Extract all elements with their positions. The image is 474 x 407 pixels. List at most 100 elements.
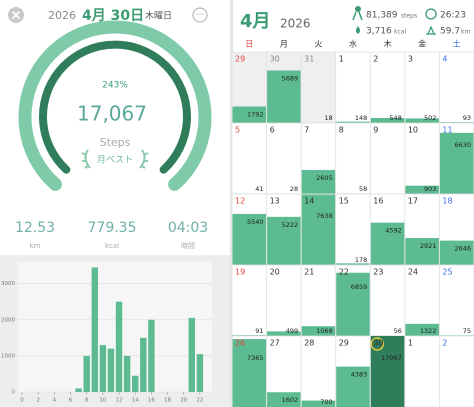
ring-label: Steps bbox=[100, 136, 131, 149]
steps-label: 2646 bbox=[454, 245, 471, 253]
steps-label: 6630 bbox=[454, 141, 471, 149]
bar bbox=[99, 345, 107, 392]
ring-steps: 17,067 bbox=[77, 102, 147, 126]
steps-bar bbox=[405, 238, 439, 265]
day-number: 5 bbox=[235, 126, 240, 135]
bar bbox=[115, 301, 123, 392]
steps-label: 41 bbox=[255, 185, 263, 193]
day-number: 16 bbox=[373, 197, 383, 206]
day-cell bbox=[335, 122, 371, 195]
steps-label: 148 bbox=[355, 114, 367, 122]
steps-bar bbox=[267, 392, 301, 407]
bar bbox=[83, 355, 90, 392]
x-tick-label: 16 bbox=[148, 398, 155, 404]
steps-label: 2605 bbox=[316, 174, 333, 182]
summary-time: 26:23 bbox=[440, 11, 466, 21]
header-weekday: 木曜日 bbox=[145, 10, 172, 22]
today-marker bbox=[370, 337, 384, 351]
laurel-right bbox=[139, 149, 149, 169]
ring-badge: 月ベスト bbox=[97, 155, 133, 166]
stat-value: 779.35 bbox=[88, 220, 137, 236]
stat-value: 04:03 bbox=[168, 220, 208, 236]
steps-bar bbox=[336, 272, 370, 336]
steps-bar bbox=[232, 339, 267, 407]
day-number: 29 bbox=[339, 339, 349, 348]
steps-bar bbox=[370, 336, 405, 407]
bar bbox=[132, 375, 139, 392]
summary-kcal-unit: kcal bbox=[394, 29, 406, 36]
steps-bar bbox=[336, 263, 370, 265]
day-number: 9 bbox=[373, 126, 378, 135]
close-icon bbox=[11, 10, 21, 20]
day-number: 4 bbox=[442, 55, 447, 64]
steps-label: 6859 bbox=[351, 283, 368, 291]
weekday-label: 土 bbox=[453, 39, 461, 49]
steps-label: 1322 bbox=[420, 327, 437, 335]
steps-label: 58 bbox=[359, 185, 367, 193]
day-cell bbox=[335, 51, 371, 124]
steps-label: 28 bbox=[290, 185, 298, 193]
day-number: 2 bbox=[442, 339, 447, 348]
steps-bar bbox=[405, 118, 439, 123]
more-icon: ⋯ bbox=[196, 10, 204, 19]
day-cell bbox=[300, 335, 337, 407]
day-number: 19 bbox=[235, 268, 245, 277]
steps-bar bbox=[439, 132, 474, 194]
x-tick-label: 20 bbox=[180, 398, 187, 404]
steps-label: 93 bbox=[463, 114, 471, 122]
day-cell bbox=[439, 264, 474, 337]
laurel-left bbox=[81, 149, 91, 169]
day-number: 18 bbox=[442, 197, 452, 206]
day-number: 23 bbox=[373, 268, 383, 277]
calendar-grid: 日月火水木金土179229568930183114815482502393441… bbox=[231, 39, 474, 407]
more-button[interactable] bbox=[192, 7, 208, 23]
steps-bar bbox=[232, 335, 267, 336]
steps-label: 499 bbox=[286, 327, 298, 335]
header-date: 4月 30日 bbox=[82, 8, 144, 24]
day-number: 11 bbox=[442, 126, 452, 135]
steps-label: 502 bbox=[424, 114, 436, 122]
bar bbox=[148, 319, 155, 392]
y-tick-label: 3000 bbox=[1, 281, 15, 287]
steps-bar bbox=[301, 326, 336, 336]
summary-steps-unit: steps bbox=[401, 13, 417, 20]
day-number: 29 bbox=[235, 55, 245, 64]
steps-label: 4383 bbox=[351, 371, 368, 379]
steps-label: 7638 bbox=[316, 212, 333, 220]
day-number: 15 bbox=[339, 197, 349, 206]
steps-icon bbox=[352, 11, 363, 21]
x-tick-label: 6 bbox=[69, 398, 73, 404]
stat-unit: km bbox=[30, 242, 41, 250]
ring-outer bbox=[18, 20, 212, 191]
steps-label: 2921 bbox=[420, 242, 437, 250]
steps-icon bbox=[355, 6, 361, 12]
steps-bar bbox=[370, 222, 405, 265]
calendar-month: 4月 bbox=[240, 11, 271, 32]
bar bbox=[91, 267, 98, 392]
steps-label: 18 bbox=[324, 114, 332, 122]
summary-distance-unit: km bbox=[461, 29, 470, 36]
day-cell bbox=[300, 51, 337, 124]
steps-label: 91 bbox=[255, 327, 263, 335]
ring-inner bbox=[39, 40, 191, 174]
day-number: 27 bbox=[270, 339, 280, 348]
x-tick-label: 22 bbox=[196, 398, 203, 404]
steps-bar bbox=[301, 400, 336, 407]
day-cell bbox=[231, 264, 267, 337]
steps-bar bbox=[232, 213, 267, 265]
steps-label: 1068 bbox=[316, 327, 333, 335]
x-tick-label: 0 bbox=[20, 398, 24, 404]
divider bbox=[230, 0, 233, 407]
bar bbox=[75, 388, 82, 392]
hourly-chart: 0 1000 2000 3000 0 2 4 6 8 10 12 14 16 18 20 22 bbox=[1, 267, 212, 404]
weekday-label: 木 bbox=[384, 39, 392, 49]
steps-label: 903 bbox=[424, 185, 436, 193]
weekday-label: 火 bbox=[314, 40, 322, 49]
steps-bar bbox=[267, 216, 301, 265]
time-icon bbox=[425, 8, 437, 20]
day-cell bbox=[404, 51, 440, 124]
bar bbox=[107, 348, 115, 392]
steps-label: 17067 bbox=[381, 354, 402, 362]
day-cell bbox=[439, 335, 474, 407]
y-tick-label: 1000 bbox=[1, 353, 15, 359]
